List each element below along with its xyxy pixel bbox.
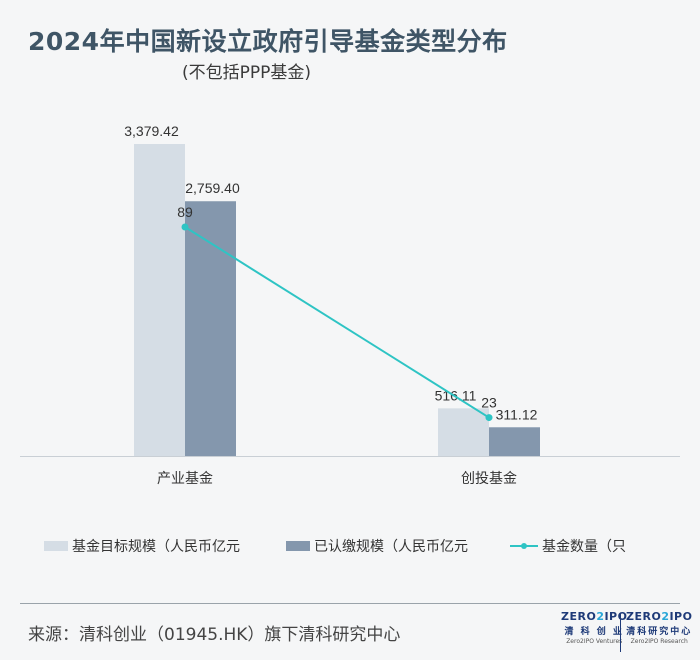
- chart-subtitle: (不包括PPP基金): [182, 63, 312, 83]
- logo-brand-research: ZERO2IPO: [626, 610, 693, 623]
- zero2ipo-ventures-logo: ZERO2IPO 清 科 创 业 Zero2IPO Ventures: [561, 610, 627, 645]
- footer-divider: [20, 603, 680, 604]
- bar-subscribed-0: [185, 201, 236, 456]
- category-label-0: 产业基金: [157, 470, 213, 487]
- chart-title: 2024年中国新设立政府引导基金类型分布: [28, 27, 508, 56]
- logo-brand-ventures: ZERO2IPO: [561, 610, 628, 623]
- bar-target-1: [438, 408, 489, 456]
- data-label-fund-count-1: 23: [481, 395, 497, 411]
- zero2ipo-research-logo: ZERO2IPO 清科研究中心 Zero2IPO Research: [626, 610, 692, 645]
- logo-en-research: Zero2IPO Research: [630, 638, 688, 645]
- legend-item-target-scale: 基金目标规模（人民币亿元: [44, 536, 240, 556]
- legend-swatch-fund-count: [510, 541, 538, 551]
- logo-en-ventures: Zero2IPO Ventures: [566, 638, 623, 645]
- legend-label-fund-count: 基金数量（只: [542, 539, 626, 555]
- data-label-target-1: 516.11: [435, 387, 477, 403]
- line-fund-count: [184, 226, 490, 419]
- data-label-fund-count-0: 89: [177, 204, 193, 220]
- legend-item-fund-count: 基金数量（只: [510, 536, 626, 556]
- category-label-1: 创投基金: [461, 470, 517, 487]
- legend: 基金目标规模（人民币亿元 已认缴规模（人民币亿元 基金数量（只: [44, 536, 684, 558]
- logo-cn-research: 清科研究中心: [626, 627, 693, 637]
- bar-subscribed-1: [489, 427, 540, 456]
- legend-item-subscribed-scale: 已认缴规模（人民币亿元: [286, 536, 468, 556]
- legend-swatch-subscribed-scale: [286, 541, 310, 551]
- legend-label-subscribed-scale: 已认缴规模（人民币亿元: [314, 539, 468, 555]
- bar-target-0: [134, 144, 185, 456]
- logo-separator: [620, 614, 621, 652]
- legend-label-target-scale: 基金目标规模（人民币亿元: [72, 539, 240, 555]
- logo-cn-ventures: 清 科 创 业: [564, 627, 624, 637]
- data-label-subscribed-0: 2,759.40: [185, 180, 240, 196]
- chart-area: 3,379.42 516.11 2,759.40 311.12 89 23 产业基金 创投基金: [20, 123, 680, 487]
- data-label-target-0: 3,379.42: [124, 123, 179, 139]
- data-label-subscribed-1: 311.12: [496, 406, 538, 422]
- point-fund-count-0: [181, 223, 189, 231]
- source-note: 来源：清科创业（01945.HK）旗下清科研究中心: [28, 625, 401, 645]
- legend-swatch-target-scale: [44, 541, 68, 551]
- point-fund-count-1: [485, 414, 493, 422]
